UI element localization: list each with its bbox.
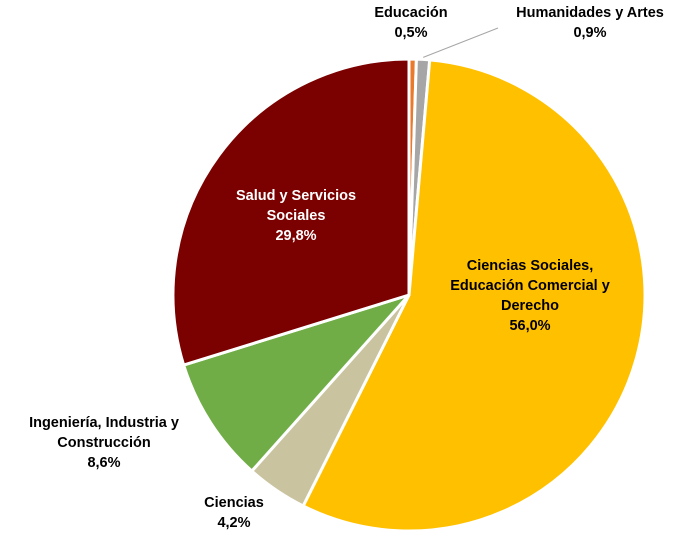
data-label-humanidades-y-artes: Humanidades y Artes 0,9% bbox=[516, 5, 664, 41]
category-label-educacion: Educación bbox=[374, 5, 447, 21]
category-label-ingenieria: Ingeniería, Industria y bbox=[29, 415, 179, 431]
category-label-ciencias-sociales: Educación Comercial y bbox=[450, 278, 610, 294]
category-label-ciencias-sociales: Derecho bbox=[501, 298, 559, 314]
data-label-educacion: Educación 0,5% bbox=[374, 5, 447, 41]
data-label-ingenieria: Ingeniería, Industria y Construcción 8,6% bbox=[29, 415, 179, 471]
category-label-ingenieria: Construcción bbox=[57, 435, 150, 451]
pie-slice-ciencias-sociales bbox=[301, 58, 647, 533]
category-label-humanidades-y-artes: Humanidades y Artes bbox=[516, 5, 664, 21]
data-label-salud: Salud y Servicios Sociales 29,8% bbox=[236, 188, 356, 244]
data-label-ciencias: Ciencias 4,2% bbox=[204, 495, 264, 531]
value-label-ciencias: 4,2% bbox=[217, 515, 250, 531]
value-label-humanidades-y-artes: 0,9% bbox=[573, 25, 606, 41]
category-label-salud: Sociales bbox=[267, 208, 326, 224]
category-label-ciencias: Ciencias bbox=[204, 495, 264, 511]
value-label-ciencias-sociales: 56,0% bbox=[509, 318, 550, 334]
data-label-ciencias-sociales: Ciencias Sociales, Educación Comercial y D… bbox=[450, 258, 610, 334]
category-label-ciencias-sociales: Ciencias Sociales, bbox=[467, 258, 594, 274]
pie-slice-salud bbox=[171, 57, 411, 367]
leader-line-humanidades-y-artes bbox=[423, 27, 499, 58]
leader-lines bbox=[423, 27, 499, 58]
value-label-salud: 29,8% bbox=[275, 228, 316, 244]
category-label-salud: Salud y Servicios bbox=[236, 188, 356, 204]
pie-slices bbox=[171, 57, 647, 533]
data-labels: Educación 0,5% Humanidades y Artes 0,9% Cien… bbox=[29, 5, 664, 531]
value-label-educacion: 0,5% bbox=[394, 25, 427, 41]
pie-slice-ingenieria bbox=[182, 293, 411, 473]
value-label-ingenieria: 8,6% bbox=[87, 455, 120, 471]
